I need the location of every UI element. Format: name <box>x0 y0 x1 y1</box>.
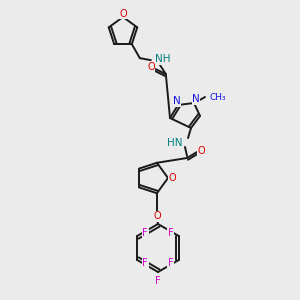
Text: O: O <box>153 211 161 221</box>
Text: HN: HN <box>167 138 183 148</box>
Text: O: O <box>119 9 127 19</box>
Text: F: F <box>142 258 148 268</box>
Text: F: F <box>155 276 161 286</box>
Text: F: F <box>168 258 174 268</box>
Text: O: O <box>197 146 205 156</box>
Text: NH: NH <box>155 54 170 64</box>
Text: N: N <box>173 96 181 106</box>
Text: F: F <box>142 228 148 238</box>
Text: F: F <box>168 228 174 238</box>
Text: O: O <box>147 62 154 72</box>
Text: N: N <box>192 94 200 104</box>
Text: O: O <box>168 173 176 183</box>
Text: CH₃: CH₃ <box>210 92 226 101</box>
